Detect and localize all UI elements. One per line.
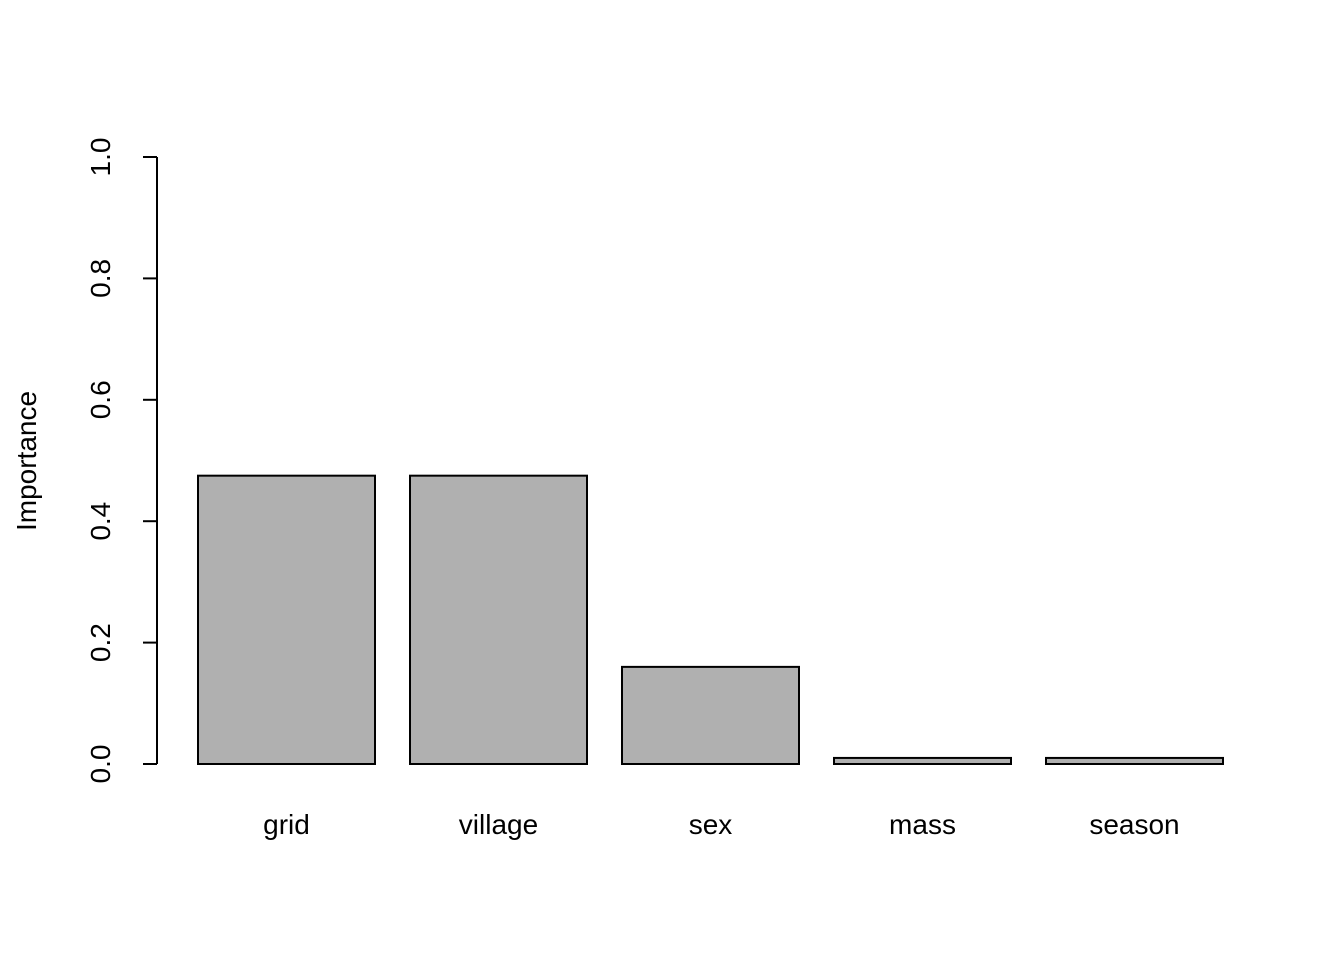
bar-mass [833, 756, 1012, 765]
category-labels: grid village sex mass season [263, 809, 1180, 840]
category-label-sex: sex [689, 809, 733, 840]
category-label-season: season [1089, 809, 1179, 840]
y-tick-label: 0.0 [85, 745, 116, 784]
category-label-grid: grid [263, 809, 310, 840]
y-tick-label: 0.2 [85, 623, 116, 662]
y-tick-label: 0.4 [85, 502, 116, 541]
bar-season [1045, 756, 1224, 765]
category-label-village: village [459, 809, 538, 840]
bar-sex [621, 665, 800, 766]
category-label-mass: mass [889, 809, 956, 840]
y-tick-label: 0.8 [85, 259, 116, 298]
y-tick-label: 1.0 [85, 138, 116, 177]
bars [197, 474, 1224, 766]
y-ticks: 0.0 0.2 0.4 0.6 0.8 1.0 [85, 138, 157, 784]
bar-village [409, 474, 588, 765]
y-tick-label: 0.6 [85, 380, 116, 419]
y-axis-title: Importance [11, 391, 42, 531]
bar-grid [197, 474, 376, 765]
